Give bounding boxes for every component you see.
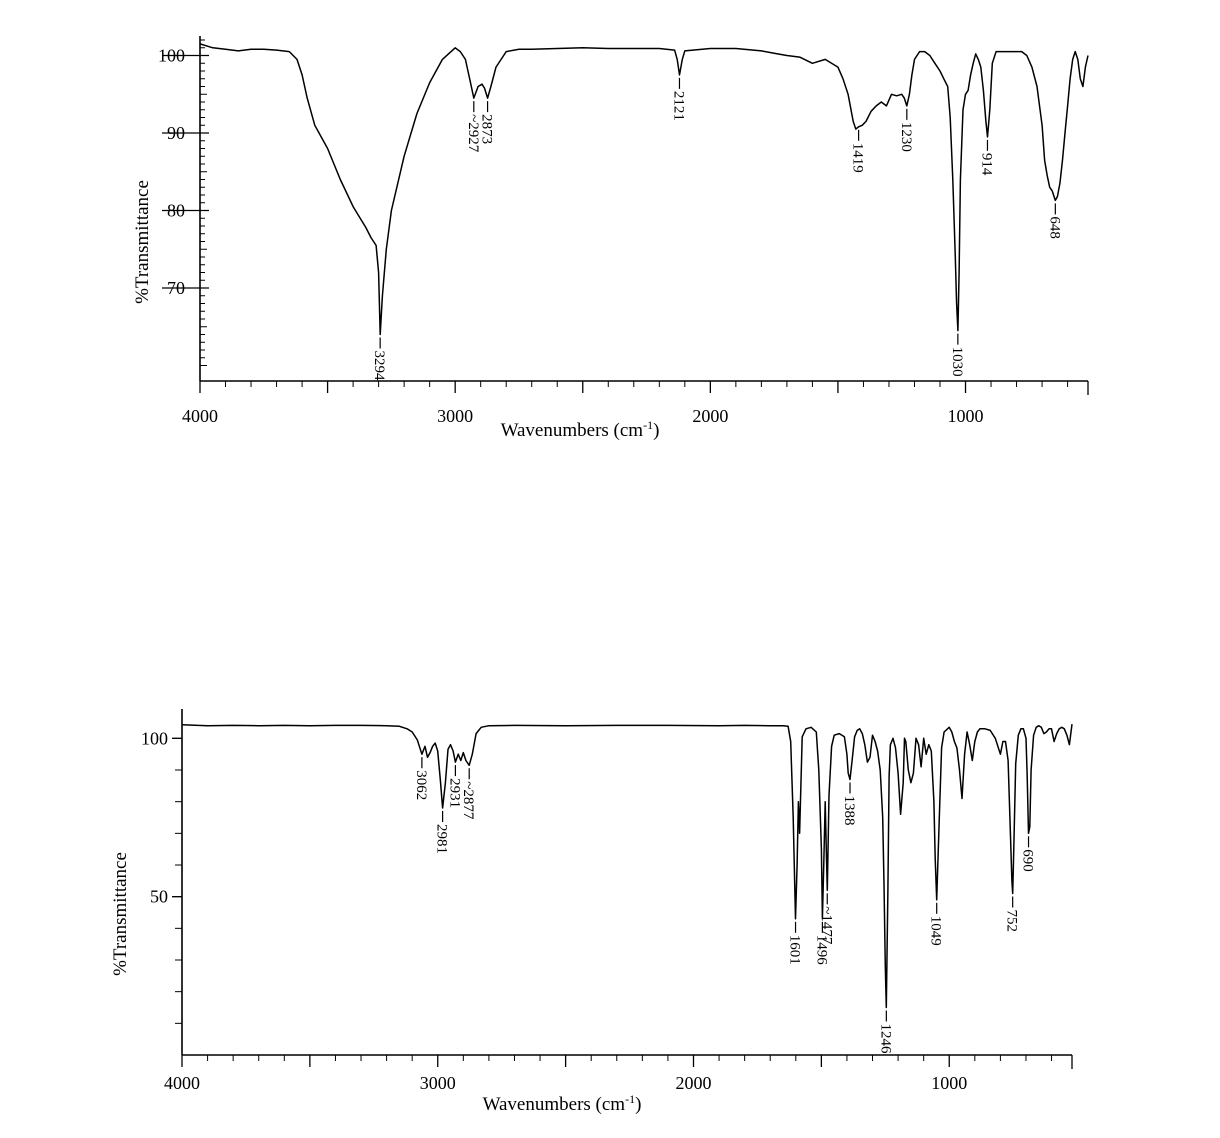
ir-spectrum-chart-bottom: 4000 3000 2000 1000 100 50 3062 2981 2931 ~2877… — [0, 560, 1220, 1138]
peak-label-text: ~2877 — [460, 781, 476, 820]
x-tick-labels-bottom: 4000 3000 2000 1000 — [164, 1073, 967, 1093]
peak-label: 1049 — [928, 902, 944, 946]
peak-label: 1419 — [850, 129, 866, 173]
peak-label-text: 752 — [1004, 910, 1020, 933]
x-axis-label-main-bottom: Wavenumbers (cm — [483, 1094, 626, 1115]
x-axis-label-sup-bottom: -1 — [625, 1092, 635, 1106]
peak-label-text: 1388 — [841, 796, 857, 826]
y-tick-label: 80 — [167, 201, 185, 221]
y-tick-label: 90 — [167, 123, 185, 143]
y-tick-labels-top: 100 90 80 70 — [158, 46, 185, 299]
x-tick-label: 2000 — [675, 1073, 711, 1093]
peak-labels-bottom: 3062 2981 2931~2877 1601 1496~1477 1388 1246 10… — [413, 757, 1036, 1054]
peak-label: 3294 — [371, 337, 387, 382]
y-tick-label: 50 — [150, 887, 168, 907]
peak-label: 752 — [1004, 896, 1020, 933]
x-tick-labels-top: 4000 3000 2000 1000 — [182, 406, 984, 426]
peak-label-text: 1230 — [898, 122, 914, 152]
axes-top — [199, 36, 1089, 395]
peak-label-text: ~2927 — [465, 114, 481, 153]
y-tick-label: 100 — [141, 728, 168, 748]
x-axis-label-close-bottom: ) — [635, 1094, 641, 1115]
x-axis-label-bottom: Wavenumbers (cm-1) — [483, 1092, 642, 1115]
series-top — [199, 43, 1089, 336]
peak-label-text: 690 — [1020, 849, 1036, 872]
peak-label-text: 1419 — [850, 143, 866, 173]
x-tick-label: 2000 — [692, 406, 728, 426]
peak-label-text: 1601 — [787, 935, 803, 965]
peak-label: ~2877 — [460, 768, 476, 820]
peak-label: 914 — [979, 139, 995, 176]
x-ticks-bottom — [181, 1055, 1053, 1067]
peak-label-text: 914 — [979, 153, 995, 176]
peak-label-text: 3294 — [371, 351, 387, 382]
peak-label-text: 3062 — [413, 770, 429, 800]
x-tick-label: 1000 — [931, 1073, 967, 1093]
x-ticks-top — [199, 381, 1069, 393]
y-ticks-bottom — [172, 737, 182, 1024]
spectrum-line — [181, 723, 1073, 1009]
x-axis-label-sup-top: -1 — [643, 418, 653, 432]
peak-label: 690 — [1020, 836, 1036, 872]
axes-bottom — [181, 709, 1073, 1069]
x-tick-label: 1000 — [948, 406, 984, 426]
y-tick-label: 100 — [158, 46, 185, 66]
peak-label-text: 1049 — [928, 916, 944, 946]
x-axis-label-close-top: ) — [653, 420, 659, 441]
peak-label: 2981 — [434, 811, 450, 854]
peak-label-text: 1030 — [949, 347, 965, 377]
peak-label-text: 648 — [1046, 216, 1062, 239]
peak-label: 3062 — [413, 757, 429, 800]
peak-label: ~2927 — [465, 101, 481, 153]
peak-label: 2931 — [446, 765, 462, 808]
peak-label: 648 — [1046, 203, 1062, 239]
peak-label: 1246 — [877, 1010, 893, 1055]
peak-label: 1230 — [898, 108, 914, 152]
peak-label: 1496 — [813, 921, 829, 966]
y-tick-label: 70 — [167, 278, 185, 298]
peak-label-text: 2981 — [434, 824, 450, 854]
peak-label: ~1477 — [818, 893, 834, 945]
peak-label-text: 2121 — [671, 91, 687, 121]
peak-label-text: 1246 — [877, 1024, 893, 1055]
x-tick-label: 4000 — [164, 1073, 200, 1093]
peak-label: 1601 — [787, 921, 803, 965]
x-axis-label-top: Wavenumbers (cm-1) — [501, 418, 660, 441]
x-tick-label: 3000 — [420, 1073, 456, 1093]
ir-spectrum-chart-top: 4000 3000 2000 1000 100 90 80 70 3294 ~2927 2873… — [0, 0, 1220, 560]
peak-label-text: 2931 — [446, 778, 462, 808]
series-bottom — [181, 723, 1073, 1009]
spectrum-line — [199, 43, 1089, 336]
x-axis-label-main-top: Wavenumbers (cm — [501, 420, 644, 441]
y-ticks-top — [162, 39, 209, 366]
peak-label: 2873 — [479, 101, 495, 144]
x-tick-label: 4000 — [182, 406, 218, 426]
peak-label: 1388 — [841, 782, 857, 826]
peak-label-text: ~1477 — [818, 906, 834, 945]
x-tick-label: 3000 — [437, 406, 473, 426]
peak-label: 2121 — [671, 77, 687, 121]
peak-label-text: 1496 — [813, 935, 829, 966]
peak-label-text: 2873 — [479, 114, 495, 144]
y-axis-label-top: %Transmittance — [132, 180, 153, 304]
y-axis-label-bottom: %Transmittance — [110, 852, 131, 976]
spectrum-plot-top: 4000 3000 2000 1000 100 90 80 70 3294 ~29272873… — [132, 36, 1089, 441]
y-tick-labels-bottom: 100 50 — [141, 728, 168, 906]
peak-label: 1030 — [949, 333, 965, 377]
spectrum-plot-bottom: 4000 3000 2000 1000 100 50 3062 2981 2931~2877… — [110, 709, 1073, 1115]
